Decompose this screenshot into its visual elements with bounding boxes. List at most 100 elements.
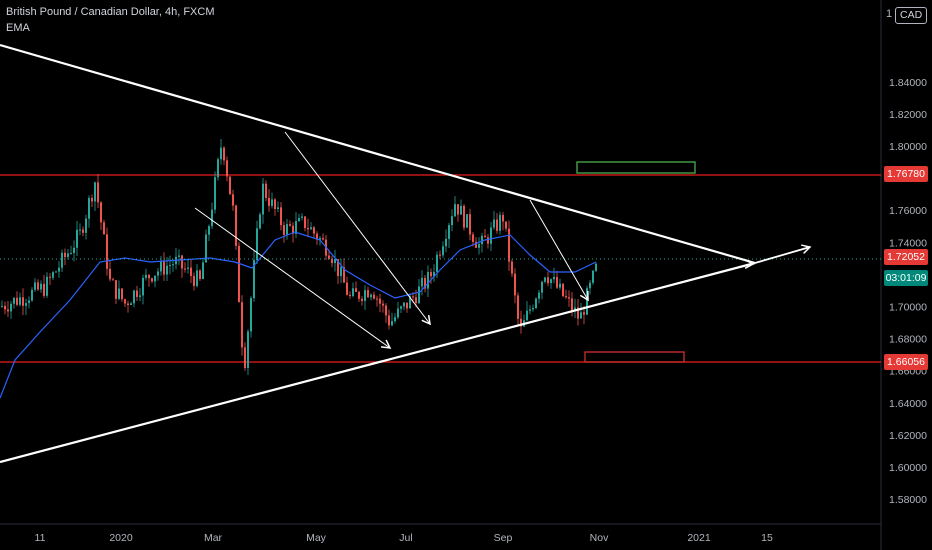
down-arrow-1[interactable]	[194, 207, 391, 349]
candle-body	[13, 297, 15, 304]
candle-body	[526, 310, 528, 321]
candle-body	[166, 265, 168, 275]
candle-body	[586, 288, 588, 315]
candle-body	[577, 307, 579, 319]
candle-body	[190, 267, 192, 276]
candle-body	[154, 275, 156, 282]
candle-body	[235, 205, 237, 246]
candle-body	[466, 214, 468, 228]
candle-body	[394, 317, 396, 322]
candle-body	[256, 228, 258, 260]
candle-body	[502, 214, 504, 222]
candle-body	[70, 252, 72, 254]
candle-body	[427, 272, 429, 289]
projection-arrow[interactable]	[754, 246, 811, 264]
candle-body	[265, 183, 267, 198]
candle-body	[94, 182, 96, 202]
y-tick-label: 1.76000	[889, 205, 927, 217]
candle-body	[172, 264, 174, 266]
candle-body	[205, 234, 207, 263]
candle-body	[343, 267, 345, 283]
candle-body	[292, 225, 294, 234]
candle-body	[4, 305, 6, 310]
down-arrow-2[interactable]	[284, 131, 431, 325]
down-arrow-3[interactable]	[529, 199, 589, 301]
currency-button[interactable]: CAD	[895, 7, 928, 24]
candle-body	[268, 197, 270, 206]
candle-body	[160, 260, 162, 272]
ema-line	[0, 231, 597, 399]
candle-body	[361, 298, 363, 301]
candle-body	[571, 298, 573, 312]
candle-body	[253, 259, 255, 299]
candle-body	[76, 229, 78, 248]
candle-body	[532, 308, 534, 310]
candle-body	[7, 309, 9, 312]
lower-trendline[interactable]	[0, 261, 756, 464]
candle-body	[151, 278, 153, 282]
x-tick-label: 2020	[109, 532, 133, 544]
arrowhead	[579, 290, 589, 302]
candle-body	[520, 318, 522, 327]
candle-body	[517, 295, 519, 319]
candle-body	[28, 300, 30, 304]
candle-body	[214, 177, 216, 210]
candle-body	[118, 288, 120, 299]
candle-body	[331, 258, 333, 264]
candle-body	[424, 277, 426, 289]
candle-body	[79, 229, 81, 231]
y-tick-label: 1.84000	[889, 77, 927, 89]
candle-body	[397, 308, 399, 318]
candle-body	[544, 277, 546, 282]
candle-body	[499, 214, 501, 231]
candle-body	[34, 282, 36, 290]
candle-body	[436, 254, 438, 272]
candle-body	[277, 207, 279, 209]
candle-body	[43, 283, 45, 296]
target-box	[576, 161, 696, 174]
candle-body	[400, 306, 402, 309]
candle-body	[295, 221, 297, 234]
candle-body	[208, 226, 210, 235]
candle-body	[319, 238, 321, 240]
candle-body	[322, 238, 324, 240]
candle-body	[193, 275, 195, 287]
candle-body	[223, 147, 225, 161]
candle-body	[106, 234, 108, 269]
indicator-label[interactable]: EMA	[6, 22, 30, 34]
candle-body	[439, 254, 441, 256]
horizontal-levels	[0, 174, 881, 363]
y-tick-label: 1.74000	[889, 237, 927, 249]
candle-body	[55, 271, 57, 273]
candle-body	[382, 303, 384, 306]
candle-body	[583, 312, 585, 315]
candle-body	[181, 255, 183, 269]
candle-body	[130, 303, 132, 306]
candle-body	[109, 268, 111, 280]
current-price-tag: 1.72052	[884, 249, 928, 265]
candle-body	[184, 268, 186, 270]
candle-body	[478, 244, 480, 248]
x-tick-label: 15	[761, 532, 773, 544]
candle-body	[286, 224, 288, 235]
candle-body	[388, 315, 390, 326]
candle-body	[451, 216, 453, 226]
x-tick-label: Nov	[590, 532, 609, 544]
candle-body	[91, 197, 93, 202]
candle-body	[445, 238, 447, 247]
candle-body	[157, 271, 159, 276]
candle-body	[124, 299, 126, 304]
candle-body	[454, 204, 456, 217]
candle-body	[349, 294, 351, 296]
candle-body	[535, 298, 537, 309]
candle-body	[1, 305, 3, 307]
candle-body	[475, 241, 477, 248]
position-boxes	[576, 161, 696, 363]
candle-body	[136, 290, 138, 297]
candle-body	[379, 298, 381, 304]
candle-body	[241, 302, 243, 348]
upper-trendline[interactable]	[0, 43, 756, 265]
x-tick-label: Jul	[399, 532, 412, 544]
candle-body	[337, 259, 339, 276]
